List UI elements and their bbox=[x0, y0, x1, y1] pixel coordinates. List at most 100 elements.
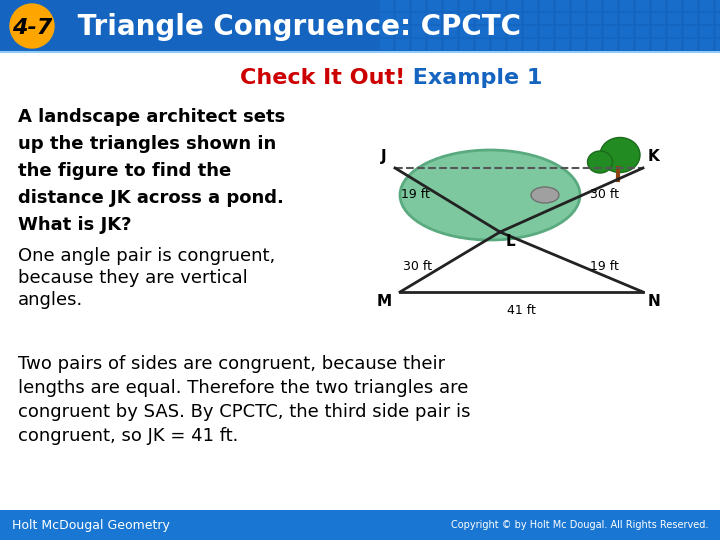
Text: J: J bbox=[382, 149, 387, 164]
FancyBboxPatch shape bbox=[588, 0, 601, 11]
FancyBboxPatch shape bbox=[716, 0, 720, 11]
FancyBboxPatch shape bbox=[572, 26, 585, 37]
FancyBboxPatch shape bbox=[684, 39, 697, 50]
FancyBboxPatch shape bbox=[668, 13, 681, 24]
Text: What is JK?: What is JK? bbox=[18, 216, 132, 234]
FancyBboxPatch shape bbox=[380, 39, 393, 50]
FancyBboxPatch shape bbox=[604, 0, 617, 11]
Text: M: M bbox=[377, 294, 392, 309]
Text: up the triangles shown in: up the triangles shown in bbox=[18, 135, 276, 153]
Text: Triangle Congruence: CPCTC: Triangle Congruence: CPCTC bbox=[68, 13, 521, 41]
FancyBboxPatch shape bbox=[572, 13, 585, 24]
FancyBboxPatch shape bbox=[620, 26, 633, 37]
FancyBboxPatch shape bbox=[476, 26, 489, 37]
FancyBboxPatch shape bbox=[700, 39, 713, 50]
FancyBboxPatch shape bbox=[428, 26, 441, 37]
Text: lengths are equal. Therefore the two triangles are: lengths are equal. Therefore the two tri… bbox=[18, 379, 469, 397]
FancyBboxPatch shape bbox=[0, 0, 720, 52]
FancyBboxPatch shape bbox=[588, 26, 601, 37]
FancyBboxPatch shape bbox=[444, 0, 457, 11]
Text: 19 ft: 19 ft bbox=[590, 260, 618, 273]
Circle shape bbox=[10, 4, 54, 48]
FancyBboxPatch shape bbox=[428, 39, 441, 50]
FancyBboxPatch shape bbox=[652, 26, 665, 37]
FancyBboxPatch shape bbox=[620, 13, 633, 24]
FancyBboxPatch shape bbox=[716, 39, 720, 50]
FancyBboxPatch shape bbox=[460, 13, 473, 24]
FancyBboxPatch shape bbox=[636, 39, 649, 50]
FancyBboxPatch shape bbox=[444, 26, 457, 37]
FancyBboxPatch shape bbox=[524, 13, 537, 24]
FancyBboxPatch shape bbox=[604, 26, 617, 37]
FancyBboxPatch shape bbox=[444, 13, 457, 24]
FancyBboxPatch shape bbox=[492, 0, 505, 11]
Text: A landscape architect sets: A landscape architect sets bbox=[18, 108, 285, 126]
FancyBboxPatch shape bbox=[540, 26, 553, 37]
Text: the figure to find the: the figure to find the bbox=[18, 162, 231, 180]
FancyBboxPatch shape bbox=[716, 26, 720, 37]
FancyBboxPatch shape bbox=[492, 26, 505, 37]
FancyBboxPatch shape bbox=[412, 0, 425, 11]
FancyBboxPatch shape bbox=[684, 0, 697, 11]
FancyBboxPatch shape bbox=[684, 13, 697, 24]
FancyBboxPatch shape bbox=[668, 26, 681, 37]
Ellipse shape bbox=[588, 151, 613, 173]
FancyBboxPatch shape bbox=[428, 0, 441, 11]
FancyBboxPatch shape bbox=[444, 39, 457, 50]
FancyBboxPatch shape bbox=[460, 26, 473, 37]
FancyBboxPatch shape bbox=[540, 13, 553, 24]
FancyBboxPatch shape bbox=[380, 13, 393, 24]
FancyBboxPatch shape bbox=[588, 39, 601, 50]
FancyBboxPatch shape bbox=[700, 26, 713, 37]
FancyBboxPatch shape bbox=[668, 39, 681, 50]
FancyBboxPatch shape bbox=[556, 13, 569, 24]
Text: 41 ft: 41 ft bbox=[507, 304, 536, 317]
FancyBboxPatch shape bbox=[380, 26, 393, 37]
FancyBboxPatch shape bbox=[508, 0, 521, 11]
FancyBboxPatch shape bbox=[396, 0, 409, 11]
FancyBboxPatch shape bbox=[492, 13, 505, 24]
Text: Holt McDougal Geometry: Holt McDougal Geometry bbox=[12, 518, 170, 531]
FancyBboxPatch shape bbox=[652, 0, 665, 11]
FancyBboxPatch shape bbox=[668, 0, 681, 11]
Text: angles.: angles. bbox=[18, 291, 84, 309]
FancyBboxPatch shape bbox=[524, 39, 537, 50]
FancyBboxPatch shape bbox=[460, 39, 473, 50]
Text: K: K bbox=[648, 149, 660, 164]
FancyBboxPatch shape bbox=[652, 39, 665, 50]
FancyBboxPatch shape bbox=[636, 13, 649, 24]
Text: One angle pair is congruent,: One angle pair is congruent, bbox=[18, 247, 275, 265]
FancyBboxPatch shape bbox=[508, 39, 521, 50]
FancyBboxPatch shape bbox=[460, 0, 473, 11]
FancyBboxPatch shape bbox=[396, 39, 409, 50]
FancyBboxPatch shape bbox=[0, 510, 720, 540]
FancyBboxPatch shape bbox=[684, 26, 697, 37]
Text: Check It Out!: Check It Out! bbox=[240, 68, 405, 88]
FancyBboxPatch shape bbox=[380, 0, 393, 11]
FancyBboxPatch shape bbox=[716, 13, 720, 24]
Text: N: N bbox=[648, 294, 661, 309]
FancyBboxPatch shape bbox=[652, 13, 665, 24]
FancyBboxPatch shape bbox=[412, 26, 425, 37]
FancyBboxPatch shape bbox=[524, 0, 537, 11]
Text: congruent, so JK = 41 ft.: congruent, so JK = 41 ft. bbox=[18, 427, 238, 445]
FancyBboxPatch shape bbox=[476, 39, 489, 50]
FancyBboxPatch shape bbox=[588, 13, 601, 24]
Text: 4-7: 4-7 bbox=[12, 18, 52, 38]
FancyBboxPatch shape bbox=[556, 26, 569, 37]
FancyBboxPatch shape bbox=[700, 13, 713, 24]
FancyBboxPatch shape bbox=[604, 39, 617, 50]
Text: Two pairs of sides are congruent, because their: Two pairs of sides are congruent, becaus… bbox=[18, 355, 445, 373]
Text: because they are vertical: because they are vertical bbox=[18, 269, 248, 287]
FancyBboxPatch shape bbox=[476, 13, 489, 24]
FancyBboxPatch shape bbox=[636, 0, 649, 11]
Text: 30 ft: 30 ft bbox=[403, 260, 432, 273]
Text: 30 ft: 30 ft bbox=[590, 188, 618, 201]
Text: Example 1: Example 1 bbox=[405, 68, 542, 88]
FancyBboxPatch shape bbox=[540, 0, 553, 11]
FancyBboxPatch shape bbox=[540, 39, 553, 50]
FancyBboxPatch shape bbox=[620, 0, 633, 11]
FancyBboxPatch shape bbox=[556, 0, 569, 11]
FancyBboxPatch shape bbox=[508, 13, 521, 24]
FancyBboxPatch shape bbox=[700, 0, 713, 11]
